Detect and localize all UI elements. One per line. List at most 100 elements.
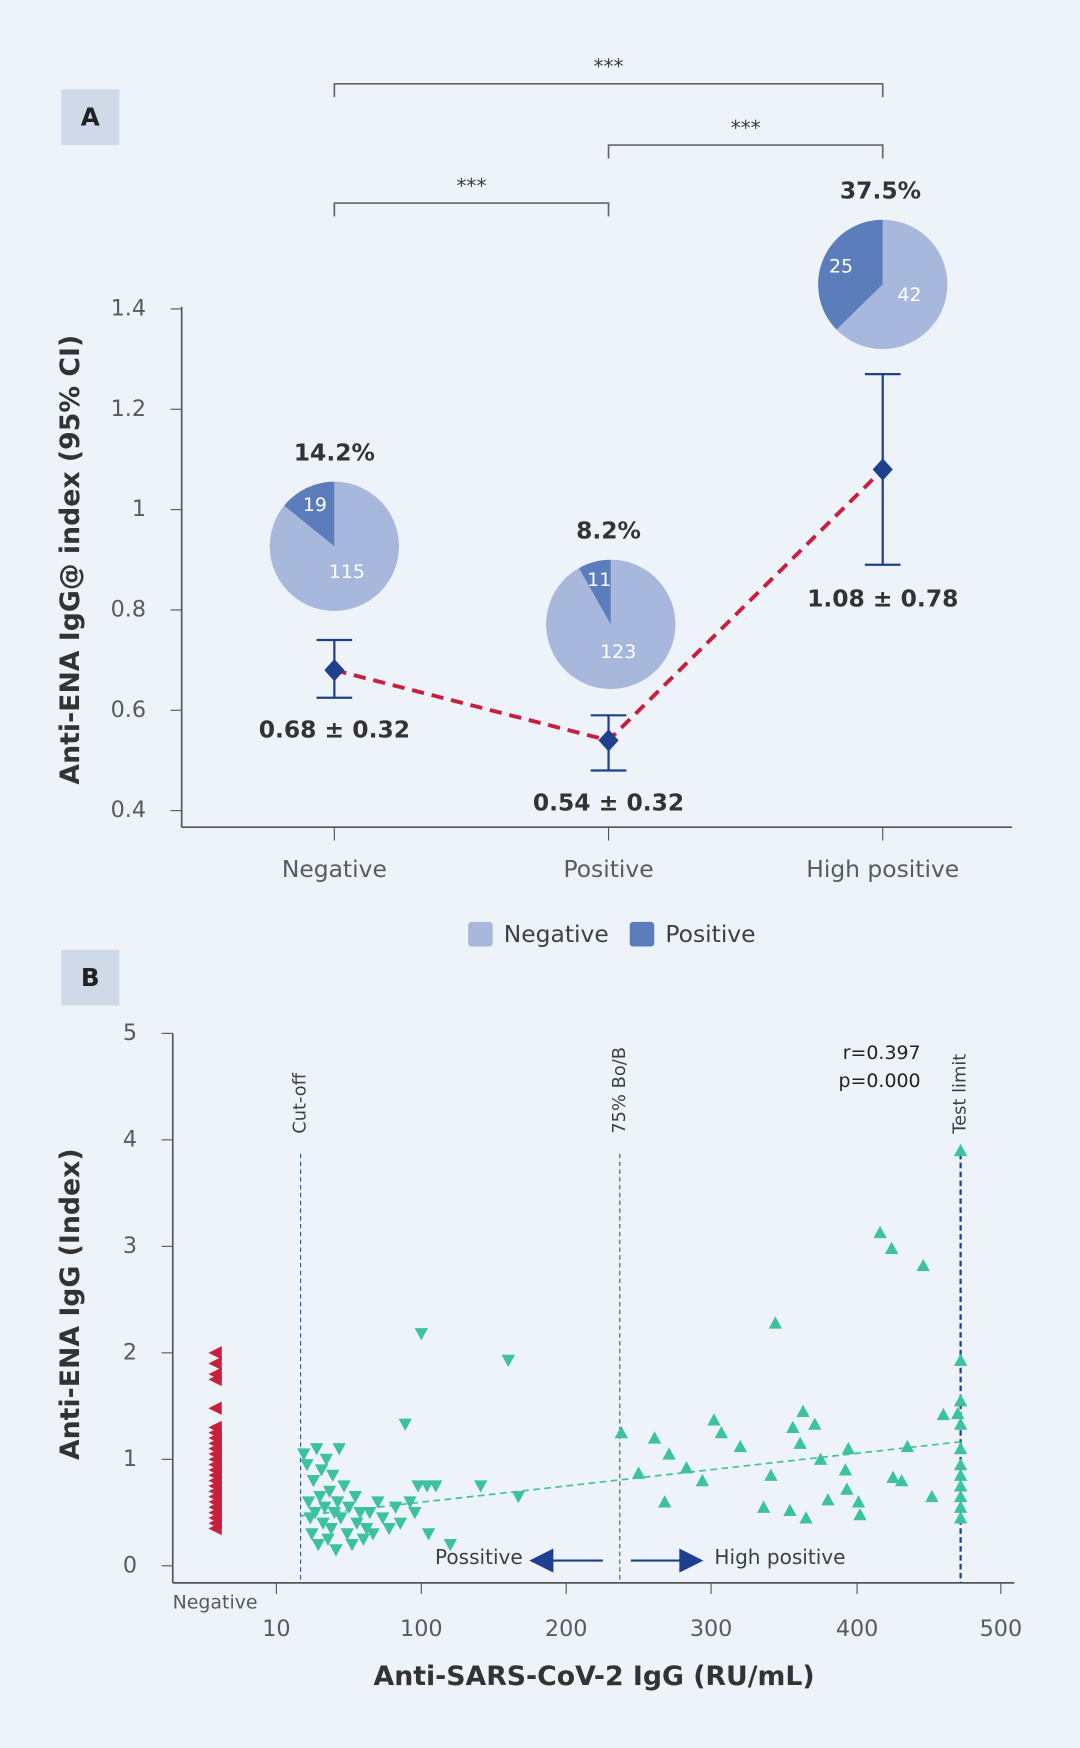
- scatter-point: [884, 1241, 899, 1255]
- scatter-point: [953, 1143, 968, 1157]
- panel-label-box: [61, 949, 120, 1006]
- scatter-point: [936, 1407, 951, 1421]
- scatter-point: [393, 1517, 408, 1530]
- scatter-point: [208, 1356, 222, 1371]
- scatter-point: [614, 1426, 628, 1439]
- value-label: 0.68 ± 0.32: [259, 716, 410, 744]
- x-tick-label: Negative: [282, 855, 387, 883]
- scatter-point: [363, 1507, 377, 1520]
- pie-slice: [578, 559, 611, 625]
- region-arrows: [529, 1548, 704, 1573]
- scatter-point: [756, 1500, 771, 1513]
- stat-annotation: r=0.397: [843, 1042, 921, 1064]
- scatter-point: [894, 1473, 909, 1487]
- scatter-point: [324, 1522, 338, 1536]
- panel-label-box: [61, 89, 120, 146]
- scatter-point: [319, 1453, 334, 1467]
- panel-label: B: [81, 963, 100, 992]
- scatter-point: [375, 1512, 390, 1525]
- scatter-point: [340, 1528, 354, 1541]
- pie-label: 115: [329, 561, 365, 583]
- pie-percent: 37.5%: [840, 176, 921, 204]
- scatter-point: [366, 1528, 380, 1541]
- scatter-point: [647, 1431, 662, 1444]
- arrow-head: [679, 1548, 704, 1573]
- y-tick-label: 3: [123, 1233, 137, 1259]
- reference-label: Test limit: [950, 1054, 971, 1135]
- mean-marker: [872, 458, 893, 481]
- pie-label: 19: [303, 494, 327, 516]
- scatter-point: [786, 1420, 800, 1433]
- scatter-point: [359, 1522, 374, 1536]
- value-label: 1.08 ± 0.78: [807, 584, 958, 612]
- scatter-point: [420, 1480, 434, 1493]
- scatter-point: [714, 1426, 728, 1439]
- scatter-point: [886, 1470, 900, 1484]
- scatter-point: [414, 1328, 428, 1341]
- scatter-point: [900, 1439, 915, 1453]
- significance-bracket: [333, 82, 884, 98]
- y-tick-label: 1: [123, 1446, 137, 1472]
- y-tick-label: 0: [123, 1552, 137, 1578]
- x-tick-label: Positive: [563, 855, 653, 883]
- scatter-point: [408, 1507, 422, 1520]
- y-tick-label: 2: [123, 1339, 137, 1365]
- scatter-point: [796, 1404, 810, 1417]
- x-tick-label: 10: [262, 1616, 290, 1642]
- scatter-point: [443, 1538, 457, 1552]
- panel-label: A: [81, 102, 100, 131]
- pie-percent: 14.2%: [294, 438, 375, 466]
- scatter-point: [208, 1521, 222, 1536]
- scatter-point: [329, 1544, 343, 1557]
- scatter-point: [953, 1511, 968, 1524]
- y-tick-label: 1.4: [111, 295, 146, 321]
- scatter-point: [799, 1511, 813, 1524]
- scatter-point: [327, 1507, 342, 1520]
- scatter-point: [353, 1507, 367, 1520]
- scatter-point: [382, 1522, 396, 1536]
- scatter-point: [840, 1482, 854, 1495]
- scatter-point: [841, 1441, 856, 1455]
- x-tick-label: 500: [980, 1616, 1023, 1642]
- x-tick-label: 300: [690, 1616, 733, 1642]
- region-label: High positive: [714, 1545, 845, 1569]
- scatter-point: [511, 1491, 526, 1504]
- scatter-point: [429, 1480, 443, 1493]
- scatter-point: [853, 1508, 867, 1521]
- scatter-point: [316, 1517, 330, 1530]
- scatter-point: [337, 1480, 351, 1493]
- scatter-point: [925, 1489, 939, 1503]
- scatter-point: [208, 1401, 222, 1415]
- scatter-point: [318, 1501, 332, 1514]
- mean-marker: [598, 729, 619, 752]
- x-axis-title: Anti-SARS-CoV-2 IgG (RU/mL): [374, 1661, 815, 1692]
- stat-annotation: p=0.000: [839, 1070, 921, 1092]
- pie-slice: [836, 219, 948, 350]
- scatter-point: [326, 1469, 340, 1482]
- scatter-point: [348, 1491, 362, 1504]
- scatter-point: [793, 1436, 807, 1449]
- pie-slice: [284, 481, 335, 547]
- scatter-point: [356, 1533, 371, 1546]
- scatter-point: [631, 1466, 646, 1479]
- y-tick-label: 0.8: [111, 596, 146, 622]
- pie-label: 123: [600, 641, 636, 663]
- scatter-point: [808, 1417, 822, 1430]
- mean-marker: [324, 659, 345, 682]
- scatter-point: [313, 1491, 327, 1504]
- pie-label: 42: [897, 284, 921, 306]
- scatter-point: [951, 1406, 965, 1420]
- scatter-point: [953, 1457, 968, 1471]
- y-tick-label: 1.2: [111, 396, 146, 422]
- scatter-point: [838, 1463, 853, 1476]
- x-tick-label: 200: [545, 1616, 588, 1642]
- scatter-point: [821, 1493, 835, 1506]
- scatter-point: [953, 1353, 968, 1366]
- scatter-point: [334, 1512, 348, 1525]
- scatter-point: [953, 1394, 968, 1407]
- scatter-point: [371, 1496, 385, 1509]
- scatter-point: [768, 1316, 783, 1329]
- scatter-point: [208, 1372, 222, 1387]
- reference-label: 75% Bo/B: [609, 1047, 630, 1134]
- scatter-point: [851, 1495, 866, 1508]
